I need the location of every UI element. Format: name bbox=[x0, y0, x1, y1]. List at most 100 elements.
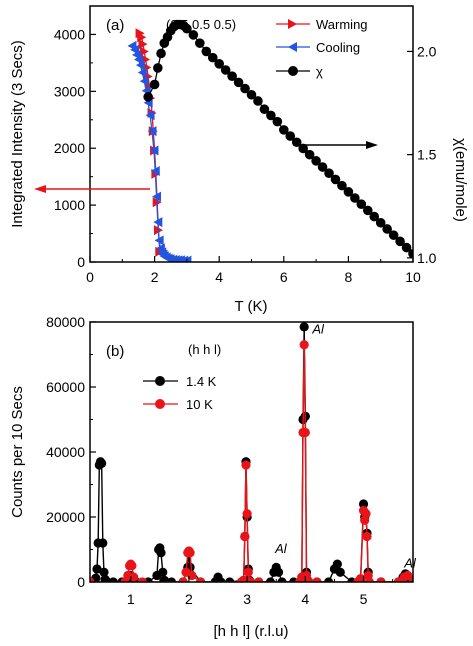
data-point-circle bbox=[291, 137, 302, 148]
data-point bbox=[362, 531, 372, 542]
data-point-triangle-left bbox=[154, 235, 164, 246]
data-point bbox=[90, 577, 95, 582]
data-point bbox=[137, 577, 147, 582]
b-xtick-label: 2 bbox=[185, 591, 193, 607]
data-point bbox=[304, 577, 314, 582]
panel-a-ylabel: Integrated Intensity (3 Secs) bbox=[9, 40, 26, 228]
data-point-circle bbox=[382, 224, 392, 234]
arrow-left-axis bbox=[34, 185, 150, 193]
a-xtick-label: 4 bbox=[215, 269, 223, 285]
a-xtick-label: 10 bbox=[405, 269, 421, 285]
data-point-circle bbox=[298, 143, 308, 154]
legend-b-10k-label: 10 K bbox=[186, 397, 213, 412]
data-point-circle bbox=[227, 71, 237, 81]
data-point bbox=[312, 577, 322, 582]
data-point bbox=[364, 577, 374, 582]
data-point bbox=[300, 427, 310, 438]
data-point-triangle-left bbox=[153, 217, 163, 228]
panel-b-frame bbox=[89, 321, 414, 583]
legend-b: 1.4 K 10 K bbox=[143, 374, 217, 412]
data-point bbox=[158, 567, 168, 577]
data-point bbox=[187, 570, 197, 581]
b-xtick-label: 5 bbox=[360, 591, 368, 607]
legend-b-10k: 10 K bbox=[143, 397, 213, 412]
data-point-circle bbox=[195, 38, 205, 48]
b-xtick-label: 4 bbox=[301, 591, 309, 607]
data-point-circle bbox=[356, 199, 367, 209]
series-line-0 bbox=[90, 326, 413, 582]
panel-b-xlabel: [h h l] (r.l.u) bbox=[213, 623, 288, 640]
data-point bbox=[335, 567, 345, 577]
legend-a-chi-label: χ bbox=[316, 64, 323, 79]
legend-a: Warming Cooling χ bbox=[276, 17, 368, 79]
data-point bbox=[99, 567, 109, 577]
data-point bbox=[299, 322, 309, 332]
b-xtick-label: 3 bbox=[243, 591, 251, 607]
a-y2tick-label: 2.0 bbox=[417, 43, 437, 59]
data-point-circle bbox=[188, 30, 199, 40]
panel-b: 1 2 3 4 5 0 20000 40000 60000 80000 (b) (h h l) [… bbox=[9, 314, 417, 640]
data-point-circle bbox=[350, 193, 360, 203]
panel-a-annotation: (0.5 0.5 0.5) bbox=[166, 17, 236, 32]
b-ytick-label: 60000 bbox=[46, 379, 85, 395]
data-point-circle bbox=[240, 83, 250, 94]
a-xtick-label: 0 bbox=[86, 269, 94, 285]
data-point-circle bbox=[233, 77, 244, 88]
data-point bbox=[241, 460, 251, 470]
data-point-circle bbox=[246, 89, 257, 100]
data-point-circle bbox=[317, 162, 328, 172]
panel-b-label: (b) bbox=[106, 343, 124, 360]
a-ytick-label: 3000 bbox=[54, 83, 85, 99]
data-point-circle bbox=[408, 248, 413, 259]
legend-a-chi: χ bbox=[276, 64, 323, 79]
data-point bbox=[92, 564, 102, 574]
data-point bbox=[159, 575, 170, 582]
data-point-circle bbox=[143, 92, 153, 102]
panel-b-annotation: (h h l) bbox=[188, 342, 221, 357]
data-point-circle bbox=[153, 63, 163, 73]
panel-a-xlabel: T (K) bbox=[234, 298, 267, 315]
data-point-circle bbox=[343, 187, 354, 197]
data-point bbox=[356, 574, 366, 582]
data-point-triangle-left bbox=[150, 165, 160, 176]
data-point-circle bbox=[311, 156, 321, 166]
data-point-circle bbox=[259, 104, 270, 115]
data-point bbox=[108, 577, 118, 582]
data-point bbox=[376, 577, 386, 582]
data-point-triangle-left bbox=[149, 145, 159, 156]
data-point-circle bbox=[395, 236, 405, 247]
data-point-circle bbox=[201, 46, 212, 57]
data-point-circle bbox=[214, 59, 224, 69]
arrow-right-axis bbox=[303, 141, 378, 149]
data-point-circle bbox=[253, 96, 263, 106]
data-point bbox=[216, 577, 226, 582]
peak-label-al: Al bbox=[274, 541, 288, 556]
data-point bbox=[332, 559, 342, 569]
data-point-circle bbox=[324, 168, 334, 179]
peak-label-al: Al bbox=[403, 555, 417, 570]
data-point-circle bbox=[362, 205, 373, 216]
data-point bbox=[358, 499, 369, 509]
series-line-1 bbox=[90, 344, 413, 582]
data-point bbox=[195, 577, 206, 582]
a-xtick-label: 2 bbox=[151, 269, 159, 285]
data-point-circle bbox=[330, 174, 341, 185]
legend-b-1p4k: 1.4 K bbox=[143, 374, 217, 389]
data-point bbox=[127, 561, 137, 571]
a-ytick-label: 0 bbox=[77, 254, 85, 270]
data-point bbox=[403, 570, 413, 581]
data-point bbox=[185, 548, 195, 558]
data-point-circle bbox=[337, 180, 347, 191]
b-xtick-label: 1 bbox=[127, 591, 135, 607]
data-point bbox=[97, 458, 107, 468]
data-point bbox=[408, 577, 413, 582]
legend-a-warming: Warming bbox=[276, 17, 368, 32]
data-point bbox=[178, 577, 188, 582]
a-ytick-label: 4000 bbox=[54, 26, 85, 42]
data-point-triangle-left bbox=[139, 76, 149, 87]
data-point bbox=[246, 577, 256, 582]
a-ytick-label: 1000 bbox=[54, 197, 85, 213]
panel-a-y2label: χ(emu/mole) bbox=[452, 138, 469, 222]
data-point bbox=[129, 572, 139, 582]
